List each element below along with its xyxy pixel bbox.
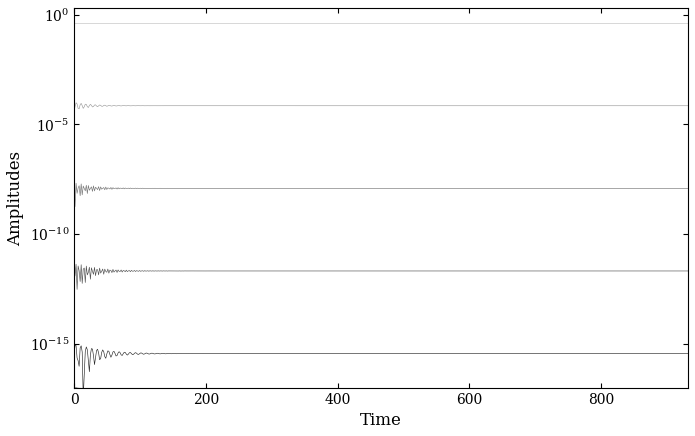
Y-axis label: Amplitudes: Amplitudes	[7, 150, 24, 245]
X-axis label: Time: Time	[360, 412, 402, 429]
